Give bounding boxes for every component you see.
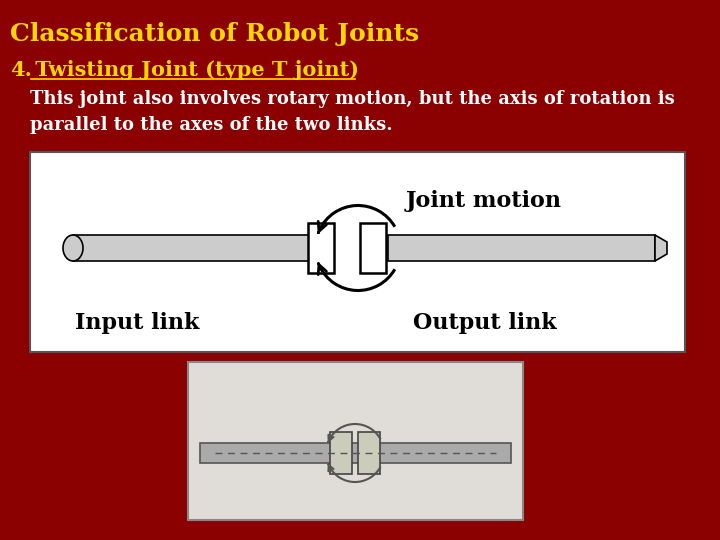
Polygon shape	[655, 235, 667, 261]
Text: 4.: 4.	[10, 60, 32, 80]
Text: Input link: Input link	[75, 312, 199, 334]
Bar	[188, 362, 523, 520]
Bar	[308, 223, 334, 273]
Bar	[330, 432, 352, 474]
Bar	[200, 443, 511, 463]
Bar	[30, 152, 685, 352]
Ellipse shape	[63, 235, 83, 261]
Text: This joint also involves rotary motion, but the axis of rotation is
parallel to : This joint also involves rotary motion, …	[30, 90, 675, 134]
Bar	[360, 223, 386, 273]
Bar	[388, 235, 655, 261]
Text: Twisting Joint (type T joint): Twisting Joint (type T joint)	[28, 60, 359, 80]
Bar	[73, 235, 328, 261]
Text: Joint motion: Joint motion	[406, 190, 562, 212]
Text: Classification of Robot Joints: Classification of Robot Joints	[10, 22, 419, 46]
Text: Output link: Output link	[413, 312, 557, 334]
Bar	[358, 432, 380, 474]
